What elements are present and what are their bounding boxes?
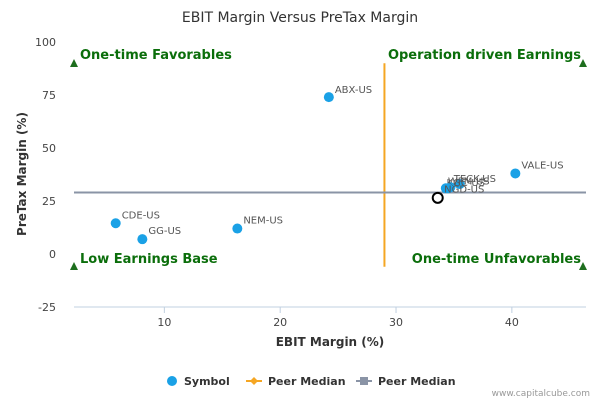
quadrant-label-top-left: One-time Favorables bbox=[80, 48, 232, 63]
data-label-ngd-us: NGD-US bbox=[444, 184, 484, 195]
data-label-cde-us: CDE-US bbox=[122, 210, 160, 221]
x-axis-label: EBIT Margin (%) bbox=[276, 335, 385, 349]
quadrant-triangle-marker bbox=[70, 262, 78, 270]
data-point-teck-us[interactable] bbox=[454, 179, 465, 190]
legend-symbol-label: Symbol bbox=[184, 375, 230, 388]
data-point-vale-us[interactable] bbox=[510, 168, 521, 179]
data-point-abx-us[interactable] bbox=[323, 92, 334, 103]
highlight-group bbox=[431, 191, 444, 204]
legend: Symbol Peer Median Peer Median bbox=[167, 375, 456, 388]
legend-peer-median-y-label: Peer Median bbox=[378, 375, 456, 388]
data-label-abx-us: ABX-US bbox=[335, 85, 372, 96]
data-label-kgc-us: KGC-US bbox=[446, 178, 485, 189]
y-tick-label: -25 bbox=[38, 301, 56, 314]
legend-peer-median-x-label: Peer Median bbox=[268, 375, 346, 388]
highlighted-point[interactable] bbox=[431, 191, 444, 204]
data-label-vale-us: VALE-US bbox=[521, 160, 563, 171]
legend-peer-median-y-marker bbox=[360, 377, 368, 385]
x-axis-ticks: 10 20 30 40 bbox=[157, 307, 519, 329]
watermark: www.capitalcube.com bbox=[492, 389, 590, 399]
x-tick-label: 10 bbox=[157, 316, 171, 329]
y-tick-label: 100 bbox=[35, 36, 56, 49]
corner-markers bbox=[70, 59, 587, 270]
chart-title: EBIT Margin Versus PreTax Margin bbox=[182, 10, 418, 26]
y-tick-label: 50 bbox=[42, 142, 56, 155]
legend-symbol-marker bbox=[167, 376, 177, 386]
y-axis-ticks: -25 0 25 50 75 100 bbox=[35, 36, 56, 314]
quadrant-triangle-marker bbox=[579, 262, 587, 270]
quadrant-triangle-marker bbox=[579, 59, 587, 67]
quadrant-label-bottom-right: One-time Unfavorables bbox=[412, 252, 581, 267]
quadrant-labels: One-time Favorables Operation driven Ear… bbox=[80, 48, 581, 267]
data-point-ngd-us[interactable] bbox=[443, 183, 454, 194]
data-point-cde-us[interactable] bbox=[110, 218, 121, 229]
x-tick-label: 30 bbox=[389, 316, 403, 329]
legend-item-peer-median-x[interactable]: Peer Median bbox=[246, 375, 346, 388]
y-tick-label: 75 bbox=[42, 89, 56, 102]
data-label-gg-us: GG-US bbox=[148, 226, 181, 237]
data-label-wpm-us: WPM-US bbox=[448, 176, 490, 187]
quadrant-label-bottom-left: Low Earnings Base bbox=[80, 252, 218, 267]
data-label-nem-us: NEM-US bbox=[243, 216, 283, 227]
data-point-gg-us[interactable] bbox=[137, 234, 148, 245]
legend-peer-median-x-marker bbox=[250, 377, 258, 385]
y-axis-label: PreTax Margin (%) bbox=[15, 112, 29, 236]
quadrant-triangle-marker bbox=[70, 59, 78, 67]
data-point-nem-us[interactable] bbox=[232, 223, 243, 234]
data-label-teck-us: TECK-US bbox=[453, 174, 496, 185]
y-tick-label: 0 bbox=[49, 248, 56, 261]
legend-item-peer-median-y[interactable]: Peer Median bbox=[356, 375, 456, 388]
x-tick-label: 20 bbox=[273, 316, 287, 329]
y-tick-label: 25 bbox=[42, 195, 56, 208]
x-tick-label: 40 bbox=[505, 316, 519, 329]
quadrant-label-top-right: Operation driven Earnings bbox=[388, 48, 581, 63]
legend-item-symbol[interactable]: Symbol bbox=[167, 375, 230, 388]
